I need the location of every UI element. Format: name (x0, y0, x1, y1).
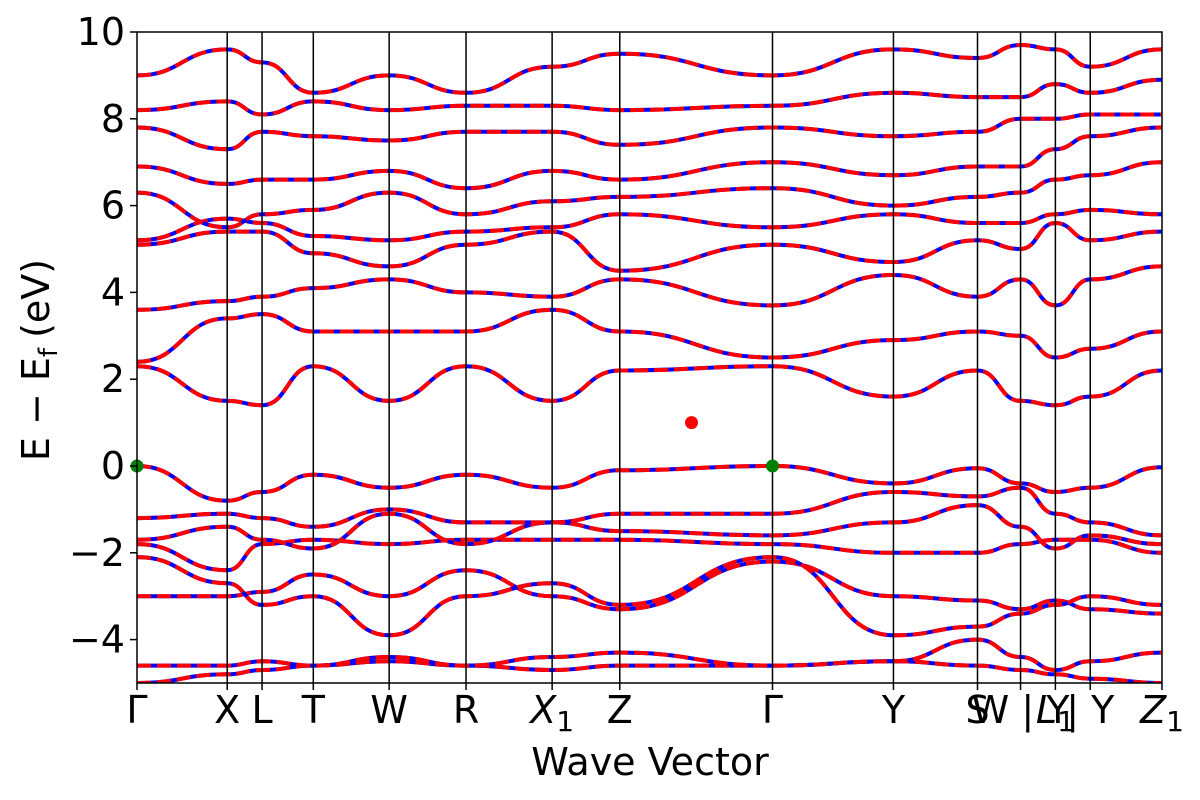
band-line (137, 485, 1162, 538)
band-line (137, 637, 1162, 673)
x-tick-label: W | Y (972, 688, 1071, 733)
band-line (137, 559, 1162, 616)
band-line (137, 264, 1162, 312)
bands-layer (137, 42, 1162, 683)
x-tick-label: S (965, 688, 989, 732)
y-tick-label: 0 (101, 444, 125, 488)
x-axis-ticks: Γ X L T W R X1 Z Γ Y SW | YL1| Y Z1 (126, 683, 1184, 738)
y-tick-label: 4 (101, 270, 125, 314)
x-tick-label: L (251, 688, 272, 732)
y-axis-label-main: E − E (14, 357, 58, 461)
x-tick-label: Γ (126, 688, 147, 732)
plot-frame (136, 31, 1163, 684)
y-tick-label: 8 (101, 97, 125, 141)
x-tick-label: X1 (528, 688, 574, 738)
y-axis-label-subscript: f (34, 347, 64, 357)
y-tick-label: 6 (101, 184, 125, 228)
y-tick-label: 2 (101, 357, 125, 401)
y-tick-label: −4 (69, 618, 125, 662)
band-line-overlay (137, 77, 1162, 117)
x-tick-label: W (370, 688, 408, 732)
x-tick-label: X (214, 688, 240, 732)
high-symmetry-lines (226, 32, 1091, 683)
band-line (137, 42, 1162, 95)
x-tick-label: Z1 (1139, 688, 1184, 738)
band-line (137, 555, 1162, 638)
y-axis-label-unit: (eV) (14, 259, 58, 338)
x-tick-label: T (301, 688, 326, 732)
band-line (137, 207, 1162, 243)
band-line-overlay (137, 364, 1162, 408)
y-axis-ticks: −4 −2 0 2 4 6 8 10 (69, 10, 137, 662)
plot-border (136, 31, 1163, 684)
band-line (137, 463, 1162, 503)
y-axis-label-group: E − Ef (eV) (14, 259, 64, 461)
y-tick-label: 10 (77, 10, 125, 54)
band-line (137, 112, 1162, 152)
band-line (137, 307, 1162, 364)
x-tick-label: Γ (762, 688, 783, 732)
band-line-overlay (137, 42, 1162, 95)
band-line-overlay (137, 264, 1162, 312)
x-tick-label: L1 (1036, 688, 1075, 738)
band-line (137, 659, 1162, 683)
band-line-overlay (137, 485, 1162, 538)
y-axis-label: E − Ef (eV) (14, 259, 64, 461)
cbm-marker (685, 416, 699, 430)
band-line (137, 77, 1162, 117)
band-line-overlay (137, 555, 1162, 638)
x-tick-label: Y (881, 688, 906, 732)
vbm-marker (766, 459, 779, 473)
x-tick-label: Z (607, 688, 633, 732)
x-axis-label: Wave Vector (531, 740, 769, 784)
x-tick-label: R (453, 688, 479, 732)
x-tick-label: | Y (1066, 688, 1115, 733)
y-tick-label: −2 (69, 531, 125, 575)
